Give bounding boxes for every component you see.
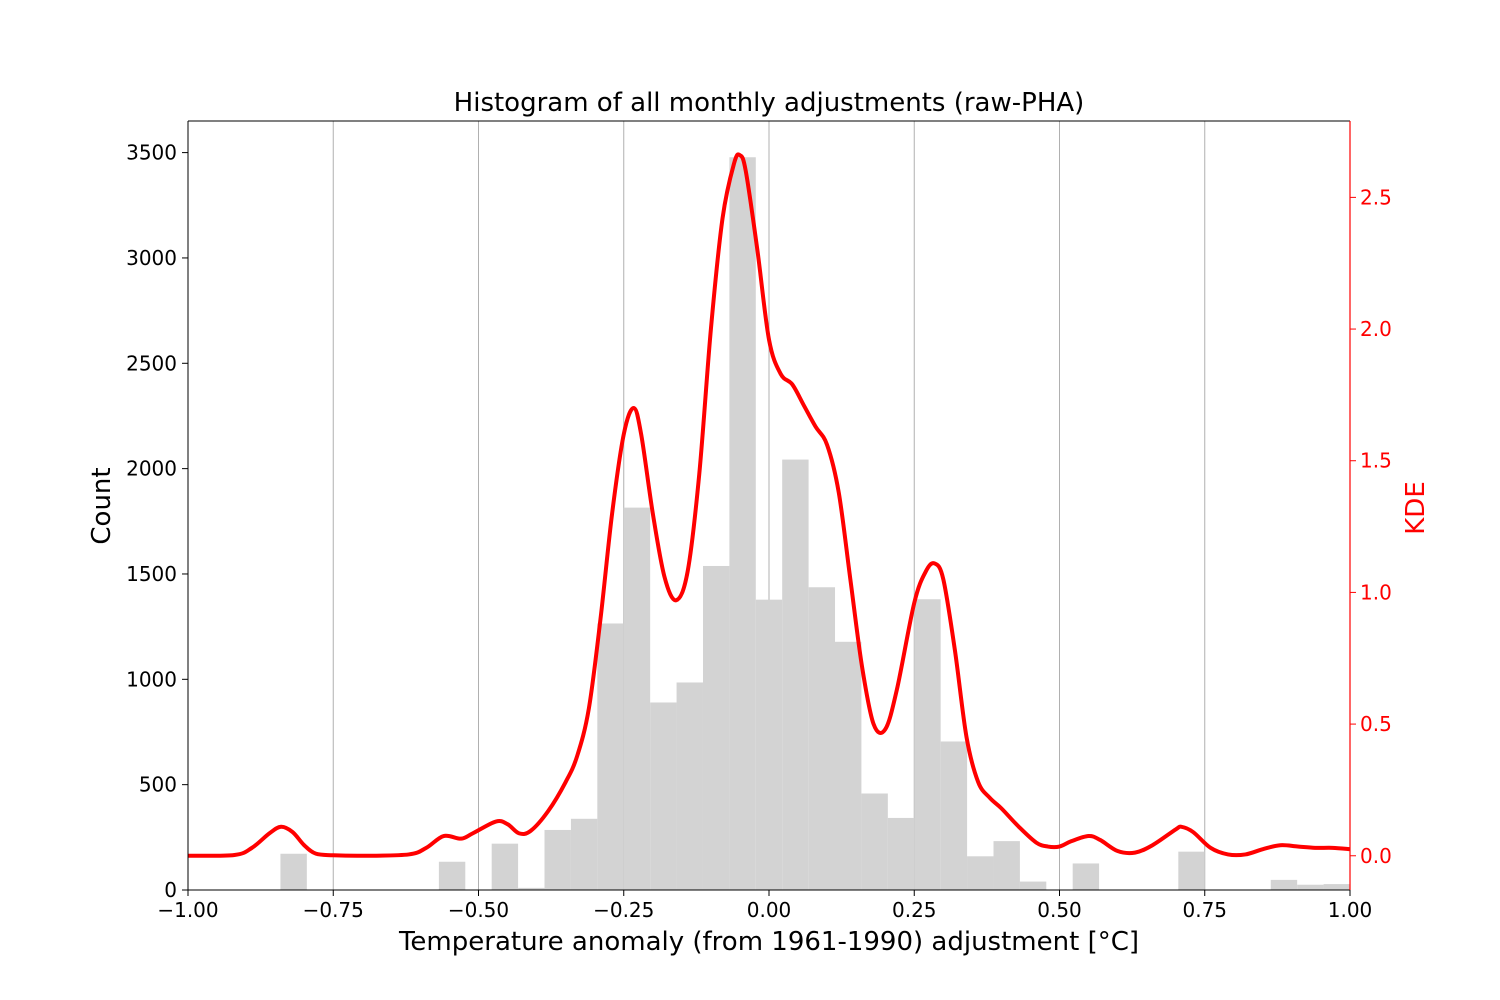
kde-line bbox=[187, 152, 1351, 858]
y2-axis-title: KDE bbox=[1401, 481, 1431, 535]
y-tick-label: 0 bbox=[164, 878, 177, 902]
histogram-bar bbox=[782, 459, 809, 890]
x-tick-label: 0.50 bbox=[1037, 898, 1082, 922]
x-axis-ticks: −1.00 −0.75 −0.50 −0.25 0.00 0.25 0.50 0.75 1.00 bbox=[157, 890, 1372, 922]
histogram-bar bbox=[438, 861, 466, 890]
histogram-bar bbox=[835, 641, 862, 890]
histogram-bar bbox=[570, 818, 598, 890]
histogram-bar bbox=[676, 682, 703, 890]
histogram-bar bbox=[650, 702, 677, 890]
histogram-bar bbox=[1270, 879, 1298, 890]
histogram-bar bbox=[280, 853, 307, 890]
histogram-bar bbox=[623, 507, 651, 890]
y-axis-title: Count bbox=[87, 467, 117, 544]
right-y-axis-ticks: 0.0 0.5 1.0 1.5 2.0 2.5 bbox=[1350, 185, 1392, 868]
x-tick-label: 0.75 bbox=[1182, 898, 1227, 922]
x-axis-title: Temperature anomaly (from 1961-1990) adj… bbox=[398, 927, 1139, 957]
x-tick-label: 1.00 bbox=[1328, 898, 1373, 922]
histogram-bar bbox=[597, 623, 624, 890]
histogram-bar bbox=[861, 793, 888, 890]
histogram-bar bbox=[1019, 881, 1047, 890]
histogram-bar bbox=[491, 843, 519, 890]
histogram-bar bbox=[755, 599, 783, 890]
histogram-bar bbox=[1297, 884, 1324, 890]
chart-title: Histogram of all monthly adjustments (ra… bbox=[454, 88, 1085, 118]
y2-tick-label: 1.0 bbox=[1360, 580, 1392, 604]
x-tick-label: −1.00 bbox=[157, 898, 218, 922]
histogram-bar bbox=[1178, 851, 1205, 890]
x-tick-label: 0.25 bbox=[892, 898, 937, 922]
y-tick-label: 1000 bbox=[126, 667, 177, 691]
left-y-axis-ticks: 0 500 1000 1500 2000 2500 3000 3500 bbox=[126, 141, 188, 902]
x-tick-label: −0.25 bbox=[593, 898, 654, 922]
x-tick-label: 0.00 bbox=[747, 898, 792, 922]
kde-curve-group bbox=[187, 152, 1351, 858]
histogram-bar bbox=[914, 599, 941, 890]
histogram-bar bbox=[729, 157, 756, 891]
histogram-bars bbox=[280, 157, 1350, 891]
histogram-bar bbox=[1072, 863, 1100, 890]
histogram-bar bbox=[808, 587, 836, 890]
y-tick-label: 500 bbox=[139, 773, 177, 797]
y-tick-label: 3500 bbox=[126, 141, 177, 165]
y2-tick-label: 0.0 bbox=[1360, 844, 1392, 868]
histogram-bar bbox=[887, 817, 915, 890]
histogram-bar bbox=[1336, 886, 1350, 890]
y2-tick-label: 1.5 bbox=[1360, 449, 1392, 473]
y-tick-label: 2000 bbox=[126, 457, 177, 481]
histogram-bar bbox=[993, 841, 1020, 890]
x-tick-label: −0.75 bbox=[303, 898, 364, 922]
histogram-bar bbox=[518, 887, 545, 890]
histogram-bar bbox=[544, 829, 571, 890]
y-tick-label: 2500 bbox=[126, 351, 177, 375]
y-tick-label: 1500 bbox=[126, 562, 177, 586]
y2-tick-label: 2.5 bbox=[1360, 185, 1392, 209]
histogram-bar bbox=[940, 741, 968, 890]
y2-tick-label: 0.5 bbox=[1360, 712, 1392, 736]
histogram-bar bbox=[1323, 884, 1350, 890]
x-tick-label: −0.50 bbox=[448, 898, 509, 922]
histogram-bar bbox=[967, 856, 994, 890]
y2-tick-label: 2.0 bbox=[1360, 317, 1392, 341]
y-tick-label: 3000 bbox=[126, 246, 177, 270]
histogram-bar bbox=[702, 565, 730, 890]
